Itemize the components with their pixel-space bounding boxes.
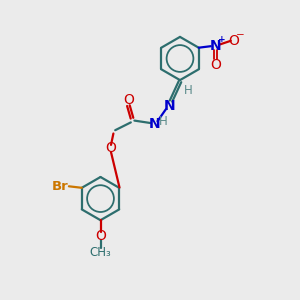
Text: N: N <box>149 117 160 131</box>
Text: N: N <box>164 99 175 112</box>
Text: H: H <box>184 84 193 97</box>
Text: O: O <box>123 93 134 107</box>
Text: O: O <box>95 230 106 243</box>
Text: O: O <box>228 34 239 48</box>
Text: CH₃: CH₃ <box>90 246 111 259</box>
Text: O: O <box>106 142 116 155</box>
Text: Br: Br <box>52 180 68 193</box>
Text: H: H <box>158 115 167 128</box>
Text: −: − <box>236 30 245 40</box>
Text: +: + <box>218 35 226 44</box>
Text: N: N <box>209 39 221 53</box>
Text: O: O <box>210 58 220 72</box>
